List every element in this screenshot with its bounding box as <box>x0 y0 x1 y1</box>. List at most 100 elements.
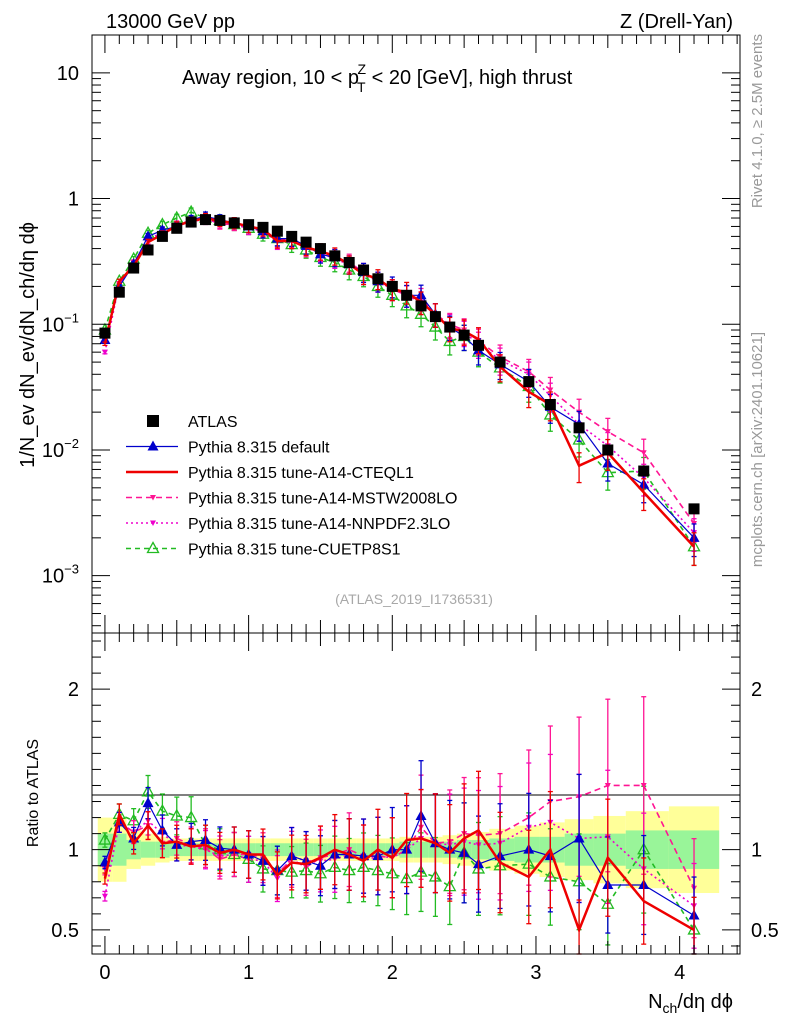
y-tick-exp: −1 <box>64 310 79 325</box>
atlas-point <box>257 221 269 233</box>
marker-open-triangle <box>184 810 198 823</box>
x-tick-label: 1 <box>243 962 254 984</box>
ratio-series-cteql1 <box>102 770 697 955</box>
atlas-point <box>142 244 154 256</box>
marker-small-triangle <box>150 495 156 501</box>
atlas-point <box>200 214 212 226</box>
x-tick-label: 4 <box>674 962 685 984</box>
y-tick-label: 10−1 <box>42 310 79 336</box>
atlas-point <box>314 243 326 255</box>
marker-open-triangle <box>428 319 442 332</box>
legend-entry-nnpdf: Pythia 8.315 tune-A14-NNPDF2.3LO <box>126 516 450 533</box>
atlas-point <box>185 216 197 228</box>
series-line-mstw <box>104 217 695 524</box>
atlas-point <box>271 225 283 237</box>
atlas-point <box>358 264 370 276</box>
atlas-point <box>444 321 456 333</box>
ratio-y-tick-label-right: 2 <box>751 679 762 701</box>
y-tick-base: 10 <box>42 314 64 336</box>
atlas-point <box>429 311 441 323</box>
legend-label-atlas: ATLAS <box>188 414 238 431</box>
series-line-cteql1 <box>103 216 695 548</box>
atlas-point <box>243 219 255 231</box>
marker-small-triangle <box>604 429 611 435</box>
x-label-base: N <box>648 991 662 1013</box>
marker-triangle <box>147 440 159 451</box>
atlas-point <box>602 444 614 456</box>
marker-open-triangle <box>443 334 457 347</box>
band-inner <box>140 841 156 858</box>
atlas-point <box>99 327 111 339</box>
title-sup: Z <box>358 61 367 77</box>
y-tick-label: 10−3 <box>42 562 79 588</box>
atlas-point <box>573 422 585 434</box>
legend-entry-cteql1: Pythia 8.315 tune-A14-CTEQL1 <box>126 465 414 482</box>
source-label: (ATLAS_2019_I1736531) <box>335 591 493 607</box>
ratio-y-tick-label: 2 <box>68 679 79 701</box>
marker-small-triangle <box>101 349 108 356</box>
atlas-point <box>473 339 485 351</box>
legend-label-mstw: Pythia 8.315 tune-A14-MSTW2008LO <box>188 491 457 508</box>
x-tick-label: 3 <box>530 962 541 984</box>
header-left: 13000 GeV pp <box>106 11 235 33</box>
ratio-series <box>98 696 701 955</box>
series-cteql1 <box>102 212 697 567</box>
legend-label-cuetp8s1: Pythia 8.315 tune-CUETP8S1 <box>188 542 401 559</box>
marker-triangle <box>142 230 154 241</box>
atlas-point <box>329 250 341 262</box>
y-tick-label: 1 <box>68 189 79 211</box>
atlas-point <box>228 217 240 229</box>
series-line-cuetp8s1 <box>104 211 695 548</box>
x-tick-label: 2 <box>387 962 398 984</box>
x-label-suffix: /dη dϕ <box>677 991 733 1013</box>
atlas-point <box>128 262 140 274</box>
marker-triangle <box>573 832 585 843</box>
marker-triangle <box>142 797 154 808</box>
atlas-point <box>688 503 700 515</box>
main-title: Away region, 10 < pTZ < 20 [GeV], high t… <box>182 61 573 95</box>
main-series <box>98 204 701 567</box>
ratio-line-cteql1 <box>103 810 695 934</box>
atlas-point <box>415 300 427 312</box>
legend-atlas-marker <box>147 415 159 427</box>
atlas-point <box>156 230 168 242</box>
atlas-point <box>214 214 226 226</box>
legend-label-nnpdf: Pythia 8.315 tune-A14-NNPDF2.3LO <box>188 516 450 533</box>
atlas-point <box>343 256 355 268</box>
marker-small-triangle <box>547 387 554 393</box>
x-label-sub: ch <box>663 1000 678 1016</box>
marker-open-triangle <box>98 832 112 845</box>
y-tick-base: 10 <box>42 440 64 462</box>
ratio-line-nnpdf <box>104 819 695 907</box>
ratio-y-tick-label-right: 1 <box>751 840 762 862</box>
legend: ATLAS Pythia 8.315 default Pythia 8.315 tu… <box>126 414 457 559</box>
atlas-point <box>113 286 125 298</box>
atlas-point <box>401 289 413 301</box>
legend-label-cteql1: Pythia 8.315 tune-A14-CTEQL1 <box>188 465 414 482</box>
rivet-label: Rivet 4.1.0, ≥ 2.5M events <box>749 34 766 208</box>
marker-small-triangle <box>640 450 647 456</box>
series-cuetp8s1 <box>98 204 701 567</box>
ratio-axes: 0.5 0.5 1 1 2 2 0 1 2 3 4 <box>51 633 779 984</box>
y-tick-exp: −2 <box>64 436 79 451</box>
title-suffix: < 20 [GeV], high thrust <box>366 67 573 89</box>
marker-open-triangle <box>414 306 428 319</box>
marker-small-triangle <box>150 520 156 526</box>
x-tick-label: 0 <box>99 962 110 984</box>
y-tick-label: 10 <box>57 63 79 85</box>
ratio-y-tick-label: 0.5 <box>51 920 79 942</box>
marker-open-triangle <box>146 541 160 554</box>
ratio-y-tick-label: 1 <box>68 840 79 862</box>
legend-entry-atlas: ATLAS <box>147 414 238 431</box>
atlas-point <box>494 356 506 368</box>
ratio-y-label: Ratio to ATLAS <box>25 739 42 847</box>
legend-entry-cuetp8s1: Pythia 8.315 tune-CUETP8S1 <box>126 541 401 559</box>
atlas-point <box>386 280 398 292</box>
atlas-point <box>638 465 650 477</box>
atlas-point <box>372 273 384 285</box>
ratio-frame <box>91 632 741 955</box>
legend-entry-default: Pythia 8.315 default <box>126 440 330 457</box>
